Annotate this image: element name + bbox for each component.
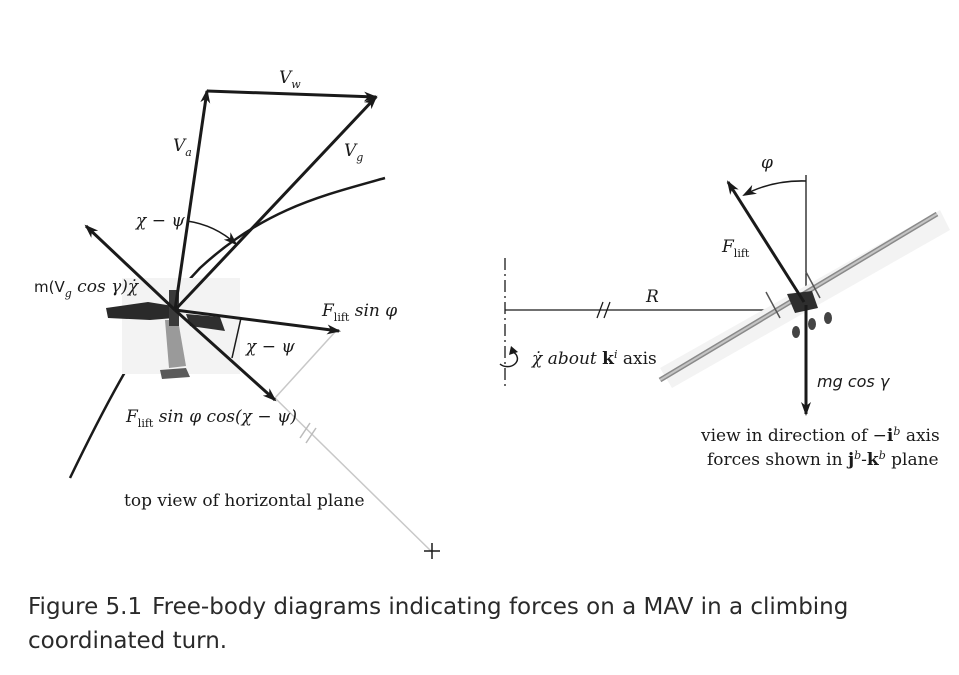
radius-break-1 [596, 301, 604, 319]
angle-chi-minus-psi-top-label: χ − ψ [135, 211, 185, 231]
lift-label: Flift [721, 237, 750, 260]
angle-chi-minus-psi-bottom-label: χ − ψ [245, 337, 295, 357]
left-diagram-top-view: Vw Va Vg χ − ψ m(Vg cos γ)χ̇ Flift sin φ… [34, 68, 440, 559]
lift-sin-phi-label: Flift sin φ [321, 301, 397, 324]
lift-vector [726, 180, 806, 303]
lift-sin-phi-cos-label: Flift sin φ cos(χ − ψ) [125, 407, 297, 430]
groundspeed-label: Vg [344, 141, 363, 164]
break-mark-2 [305, 427, 317, 444]
radius-break-2 [603, 301, 611, 319]
flight-path-curve [68, 176, 386, 479]
airspeed-vector [173, 89, 211, 311]
turn-center-cross [424, 543, 440, 559]
wind-vector [206, 89, 378, 102]
construction-line-to-center [274, 397, 433, 553]
free-body-diagrams: Vw Va Vg χ − ψ m(Vg cos γ)χ̇ Flift sin φ… [34, 68, 950, 559]
figure-number: Figure 5.1 [28, 594, 143, 620]
top-view-caption: top view of horizontal plane [124, 491, 365, 511]
groundspeed-vector [173, 95, 378, 312]
right-diagram-rear-view: φ Flift R χ̇ about ki axis mg cos γ view… [499, 153, 950, 470]
angle-arc-top [186, 220, 238, 246]
weight-term-label: mg cos γ [817, 372, 891, 391]
rotation-rate-label: χ̇ about ki axis [531, 348, 657, 369]
figure-caption-text: Free-body diagrams indicating forces on … [28, 594, 849, 654]
bank-angle-arc [742, 180, 807, 196]
radius-label: R [645, 287, 659, 307]
aircraft-rear-view-image [658, 210, 950, 388]
wind-velocity-label: Vw [279, 68, 301, 91]
lift-component-vector [173, 308, 277, 402]
bank-angle-label: φ [761, 153, 773, 173]
centripetal-term-label: m(Vg cos γ)χ̇ [34, 277, 140, 300]
view-direction-line1: view in direction of −ib axis [700, 425, 940, 446]
aircraft-top-view-image [106, 278, 240, 379]
angle-arc-bottom [231, 317, 242, 359]
break-mark-1 [299, 422, 311, 439]
rotation-indicator [499, 351, 519, 368]
lift-horizontal-vector [174, 308, 341, 335]
figure-caption: Figure 5.1 Free-body diagrams indicating … [28, 590, 928, 658]
centripetal-force-vector [84, 224, 177, 312]
view-direction-line2: forces shown in jb-kb plane [707, 449, 939, 470]
construction-line-lift [274, 331, 336, 399]
airspeed-label: Va [173, 136, 192, 159]
